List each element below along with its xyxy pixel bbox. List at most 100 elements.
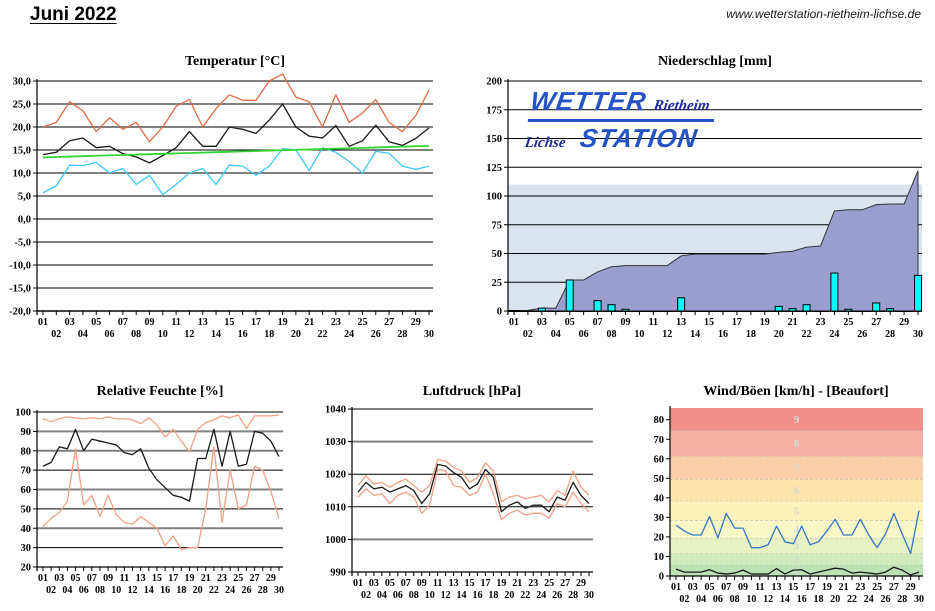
svg-text:20: 20 — [504, 590, 514, 601]
svg-text:24: 24 — [225, 585, 235, 596]
svg-text:19: 19 — [278, 317, 288, 328]
svg-text:18: 18 — [488, 590, 498, 601]
svg-text:11: 11 — [755, 582, 764, 593]
svg-text:18: 18 — [176, 585, 186, 596]
svg-text:10: 10 — [158, 329, 168, 340]
svg-text:08: 08 — [409, 590, 419, 601]
svg-text:6: 6 — [794, 485, 800, 497]
temperature-plot: 30,0 25,0 20,0 15,0 10,0 5,0 0,0 -5,0 -10,0 -15,0… — [9, 73, 434, 340]
svg-text:17: 17 — [168, 573, 178, 584]
svg-text:0,0: 0,0 — [18, 215, 31, 226]
svg-text:19: 19 — [184, 573, 194, 584]
svg-text:05: 05 — [565, 317, 575, 328]
svg-text:06: 06 — [579, 329, 589, 340]
temperature-chart: Temperatur [°C] 30,0 25,0 20,0 15,0 10,0 5,0 0… — [0, 46, 460, 346]
svg-text:25: 25 — [492, 278, 503, 289]
pressure-chart: Luftdruck [hPa] 1040 1030 1020 1010 1000 990 0… — [312, 378, 612, 606]
svg-text:70: 70 — [654, 435, 665, 446]
svg-text:18: 18 — [813, 594, 823, 605]
svg-text:02: 02 — [361, 590, 371, 601]
svg-text:10: 10 — [425, 590, 435, 601]
svg-text:29: 29 — [576, 578, 586, 589]
svg-text:22: 22 — [847, 594, 857, 605]
svg-text:09: 09 — [103, 573, 113, 584]
svg-text:90: 90 — [21, 427, 32, 438]
svg-text:175: 175 — [486, 105, 502, 116]
svg-text:75: 75 — [492, 220, 503, 231]
svg-text:4: 4 — [794, 524, 800, 536]
svg-text:21: 21 — [304, 317, 314, 328]
svg-text:30: 30 — [21, 543, 32, 554]
svg-text:19: 19 — [822, 582, 832, 593]
svg-text:02: 02 — [51, 329, 61, 340]
svg-text:28: 28 — [397, 329, 407, 340]
wind-chart-title: Wind/Böen [km/h] - [Beaufort] — [703, 384, 889, 399]
svg-text:01: 01 — [671, 582, 681, 593]
svg-text:1020: 1020 — [325, 470, 346, 481]
svg-text:07: 07 — [593, 317, 603, 328]
svg-text:07: 07 — [721, 582, 731, 593]
svg-text:09: 09 — [620, 317, 630, 328]
svg-text:05: 05 — [71, 573, 81, 584]
svg-text:06: 06 — [713, 594, 723, 605]
svg-text:06: 06 — [393, 590, 403, 601]
svg-text:25: 25 — [233, 573, 243, 584]
svg-text:19: 19 — [496, 578, 506, 589]
svg-text:08: 08 — [607, 329, 617, 340]
svg-text:18: 18 — [264, 329, 274, 340]
svg-text:20: 20 — [654, 532, 665, 543]
svg-text:27: 27 — [871, 317, 881, 328]
svg-text:23: 23 — [855, 582, 865, 593]
svg-text:02: 02 — [523, 329, 533, 340]
svg-text:22: 22 — [209, 585, 219, 596]
svg-text:03: 03 — [54, 573, 64, 584]
pressure-chart-title: Luftdruck [hPa] — [422, 384, 522, 399]
svg-text:28: 28 — [258, 585, 268, 596]
svg-text:07: 07 — [87, 573, 97, 584]
svg-text:20: 20 — [21, 563, 32, 574]
svg-text:40: 40 — [21, 524, 32, 535]
svg-text:29: 29 — [906, 582, 916, 593]
svg-text:10,0: 10,0 — [13, 169, 31, 180]
svg-text:80: 80 — [654, 415, 665, 426]
svg-text:03: 03 — [65, 317, 75, 328]
svg-text:20: 20 — [291, 329, 301, 340]
svg-text:26: 26 — [552, 590, 562, 601]
svg-text:11: 11 — [171, 317, 180, 328]
svg-text:11: 11 — [433, 578, 442, 589]
svg-text:23: 23 — [528, 578, 538, 589]
svg-text:17: 17 — [805, 582, 815, 593]
svg-text:16: 16 — [797, 594, 807, 605]
svg-text:14: 14 — [690, 329, 700, 340]
svg-text:30: 30 — [654, 513, 665, 524]
svg-text:14: 14 — [457, 590, 467, 601]
svg-text:0: 0 — [497, 307, 502, 318]
svg-text:14: 14 — [780, 594, 790, 605]
svg-text:09: 09 — [144, 317, 154, 328]
svg-text:29: 29 — [411, 317, 421, 328]
svg-text:25: 25 — [843, 317, 853, 328]
svg-text:01: 01 — [38, 573, 48, 584]
svg-text:23: 23 — [217, 573, 227, 584]
svg-text:15: 15 — [704, 317, 714, 328]
svg-text:21: 21 — [839, 582, 849, 593]
svg-text:30: 30 — [913, 329, 923, 340]
svg-text:40: 40 — [654, 493, 665, 504]
svg-text:13: 13 — [676, 317, 686, 328]
svg-text:09: 09 — [417, 578, 427, 589]
svg-text:04: 04 — [78, 329, 88, 340]
svg-text:17: 17 — [732, 317, 742, 328]
svg-text:8: 8 — [794, 438, 800, 450]
svg-text:27: 27 — [889, 582, 899, 593]
humidity-chart: Relative Feuchte [%] 100 90 80 70 60 50 40 30 20… — [0, 378, 310, 606]
svg-text:30,0: 30,0 — [13, 77, 31, 88]
svg-text:10: 10 — [111, 585, 121, 596]
svg-text:18: 18 — [746, 329, 756, 340]
svg-text:30: 30 — [584, 590, 594, 601]
svg-text:03: 03 — [688, 582, 698, 593]
svg-text:17: 17 — [251, 317, 261, 328]
svg-text:22: 22 — [802, 329, 812, 340]
svg-text:-20,0: -20,0 — [9, 307, 31, 318]
svg-text:1040: 1040 — [325, 405, 346, 416]
svg-text:26: 26 — [371, 329, 381, 340]
